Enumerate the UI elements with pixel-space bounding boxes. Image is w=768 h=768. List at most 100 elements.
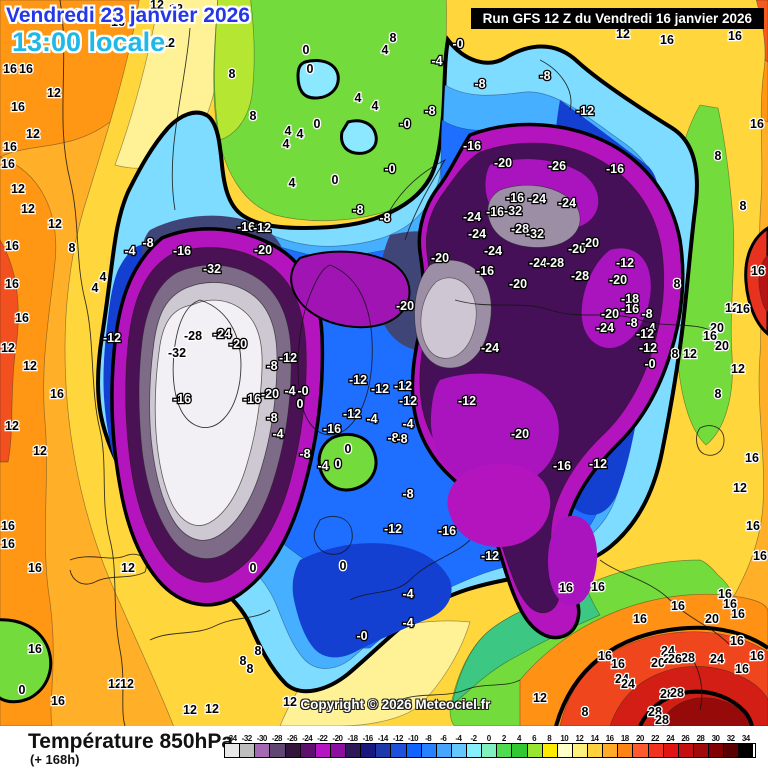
- temp-label: 8: [247, 662, 254, 676]
- color-scale-tick: -2: [470, 734, 478, 743]
- color-scale-cell: [588, 744, 604, 757]
- temp-label: -16: [506, 191, 524, 205]
- model-run-banner: Run GFS 12 Z du Vendredi 16 janvier 2026: [470, 8, 764, 29]
- temp-label: -16: [486, 205, 504, 219]
- temp-label: -16: [173, 244, 191, 258]
- color-scale-tick: -6: [440, 734, 447, 743]
- temp-label: 12: [616, 27, 630, 41]
- zero-enclaves: [0, 59, 378, 704]
- temp-label: 16: [51, 694, 65, 708]
- color-scale-tick: -8: [425, 734, 432, 743]
- temp-label: -12: [589, 457, 607, 471]
- color-scale-tick: 12: [575, 734, 584, 743]
- temp-label: 12: [121, 561, 135, 575]
- temp-label: 0: [314, 117, 321, 131]
- color-scale-tick: -12: [392, 734, 404, 743]
- color-scale-cell: [572, 744, 588, 757]
- temp-label: 16: [745, 451, 759, 465]
- temp-label: -20: [511, 427, 529, 441]
- temp-label: 16: [15, 311, 29, 325]
- color-scale-tick: 16: [605, 734, 614, 743]
- color-scale-tick: 2: [501, 734, 506, 743]
- temp-label: -32: [504, 204, 522, 218]
- temp-label: 12: [48, 217, 62, 231]
- temp-label: 0: [19, 683, 26, 697]
- temp-label: -18: [621, 292, 639, 306]
- temp-label: -24: [596, 321, 614, 335]
- temp-label: 16: [750, 117, 764, 131]
- temp-label: 16: [730, 634, 744, 648]
- temp-label: 16: [660, 33, 674, 47]
- legend-footer: Température 850hPa (+ 168h) -34 -32 -30 -28…: [0, 726, 768, 768]
- temp-label: 28: [670, 686, 684, 700]
- temp-label: -12: [399, 394, 417, 408]
- temp-label: -20: [396, 299, 414, 313]
- temp-label: -16: [243, 392, 261, 406]
- temp-label: 8: [672, 347, 679, 361]
- temp-label: -8: [379, 211, 390, 225]
- temp-label: 20: [715, 339, 729, 353]
- temp-label: -4: [366, 412, 377, 426]
- temp-label: 20: [705, 612, 719, 626]
- temp-label: 8: [390, 31, 397, 45]
- temp-label: -12: [636, 327, 654, 341]
- color-scale-tick: -10: [408, 734, 419, 743]
- temp-label: -24: [558, 196, 576, 210]
- color-scale-cell: [255, 744, 271, 757]
- temp-label: -20: [494, 156, 512, 170]
- temp-label: -32: [168, 346, 186, 360]
- temp-label: 0: [345, 442, 352, 456]
- temp-label: -24: [529, 256, 547, 270]
- color-scale-cell: [678, 744, 694, 757]
- color-scale-tick: -26: [287, 734, 298, 743]
- color-scale-cell: [391, 744, 407, 757]
- color-scale-tick: 8: [547, 734, 552, 743]
- temp-label: -24: [468, 227, 486, 241]
- color-scale-cell: [603, 744, 619, 757]
- color-scale-cell: [497, 744, 513, 757]
- temp-label: 16: [1, 537, 15, 551]
- temp-label: 16: [1, 519, 15, 533]
- temp-label: -8: [396, 432, 407, 446]
- temp-label: 4: [289, 176, 296, 190]
- temp-label: 4: [355, 91, 362, 105]
- color-scale-cell: [663, 744, 679, 757]
- temp-label: 4: [372, 99, 379, 113]
- color-scale-cell: [376, 744, 392, 757]
- temp-label: 16: [735, 662, 749, 676]
- color-scale-cell: [270, 744, 286, 757]
- temp-label: 16: [5, 277, 19, 291]
- temp-label: -4: [402, 417, 413, 431]
- temp-label: -12: [349, 373, 367, 387]
- temp-label: 8: [69, 241, 76, 255]
- color-scale-cell: [300, 744, 316, 757]
- temp-label: -4: [431, 54, 442, 68]
- temp-label: 0: [297, 397, 304, 411]
- temp-label: 12: [733, 481, 747, 495]
- color-scale-tick: 30: [711, 734, 720, 743]
- color-scale-cell: [467, 744, 483, 757]
- temp-label: 16: [67, 7, 81, 21]
- temp-label: 8: [582, 705, 589, 719]
- color-scale-cell: [436, 744, 452, 757]
- temp-label: 16: [611, 657, 625, 671]
- temp-label: -32: [526, 227, 544, 241]
- temp-label: -16: [553, 459, 571, 473]
- temp-label: 4: [283, 137, 290, 151]
- color-scale-tick: 20: [635, 734, 644, 743]
- color-scale-tick: 28: [696, 734, 705, 743]
- temp-label: 20: [663, 652, 677, 666]
- temp-label: 12: [21, 202, 35, 216]
- temp-label: 16: [3, 140, 17, 154]
- color-scale-cell: [542, 744, 558, 757]
- temp-label: 12: [108, 677, 122, 691]
- temp-label: 16: [728, 29, 742, 43]
- temp-label: 12: [23, 359, 37, 373]
- temp-label: 4: [100, 270, 107, 284]
- temp-label: -16: [621, 302, 639, 316]
- temp-label: -8: [474, 77, 485, 91]
- temp-label: 0: [340, 559, 347, 573]
- color-scale: -34 -32 -30 -28 -26 -24 -22 -20 -18 -16 -14 -12 -10-…: [224, 734, 756, 758]
- temp-label: 16: [736, 302, 750, 316]
